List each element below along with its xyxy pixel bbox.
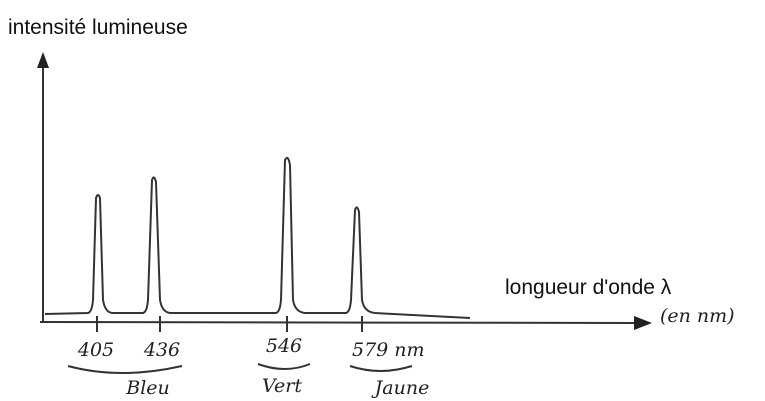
x-unit: (en nm) [660, 305, 735, 327]
brace [257, 363, 311, 370]
brace [67, 365, 183, 374]
y-arrow [37, 52, 49, 68]
group-label: Jaune [371, 377, 430, 399]
tick-label: 546 [266, 335, 302, 357]
group-label: Vert [262, 375, 302, 397]
brace [349, 365, 413, 372]
x-arrow [634, 316, 652, 330]
x-axis-label: longueur d'onde λ [505, 276, 672, 299]
tick-label: 405 [77, 339, 114, 361]
tick-label: 579 nm [352, 339, 425, 361]
y-axis-label: intensité lumineuse [8, 16, 188, 39]
tick-label: 436 [143, 339, 180, 361]
group-label: Bleu [125, 377, 170, 399]
spectrum-curve [44, 156, 471, 319]
x-axis [39, 321, 637, 324]
